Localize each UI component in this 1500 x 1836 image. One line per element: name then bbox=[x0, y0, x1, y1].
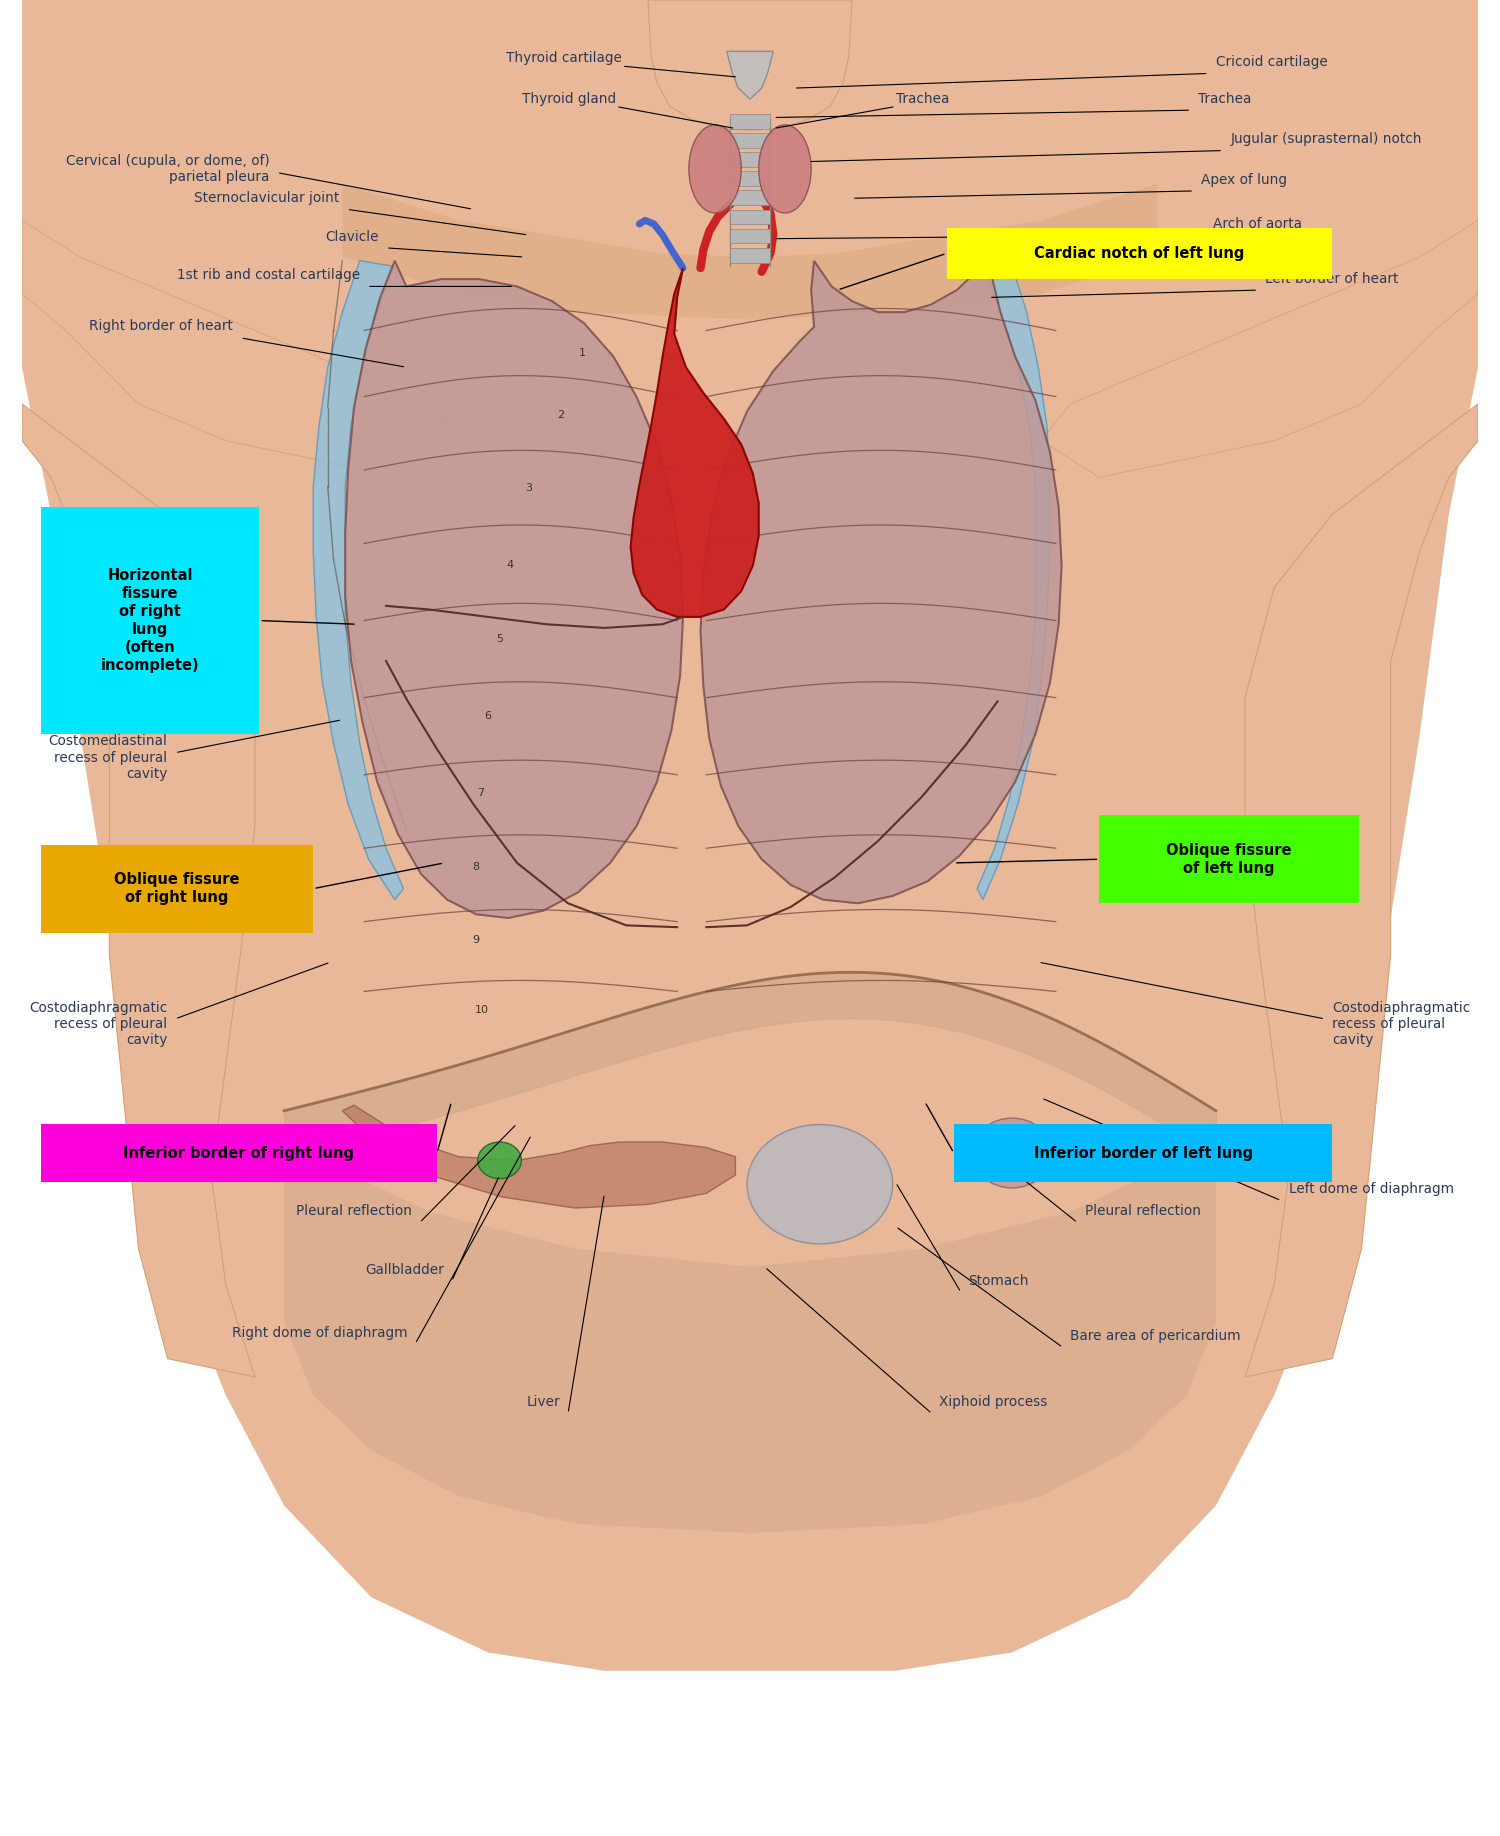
Text: Stomach: Stomach bbox=[969, 1274, 1029, 1289]
Polygon shape bbox=[284, 1120, 1216, 1533]
Text: 1: 1 bbox=[579, 347, 586, 358]
Text: Trachea: Trachea bbox=[1198, 92, 1252, 106]
Bar bbox=[40, 1124, 436, 1182]
Bar bbox=[946, 228, 1332, 279]
Text: 5: 5 bbox=[496, 633, 502, 644]
Text: Jugular (suprasternal) notch: Jugular (suprasternal) notch bbox=[1230, 132, 1422, 147]
Text: Xiphoid process: Xiphoid process bbox=[939, 1395, 1047, 1410]
Bar bbox=[729, 191, 771, 206]
Ellipse shape bbox=[477, 1142, 522, 1179]
Polygon shape bbox=[22, 404, 255, 1377]
Text: Cervical (cupula, or dome, of)
parietal pleura: Cervical (cupula, or dome, of) parietal … bbox=[66, 154, 270, 184]
Polygon shape bbox=[342, 1105, 735, 1208]
Text: Spleen: Spleen bbox=[1266, 1127, 1312, 1142]
Bar bbox=[729, 230, 771, 244]
Bar bbox=[729, 114, 771, 129]
Bar bbox=[729, 152, 771, 167]
Text: Apex of lung: Apex of lung bbox=[1202, 173, 1287, 187]
Text: Bare area of pericardium: Bare area of pericardium bbox=[1071, 1329, 1240, 1344]
Text: 8: 8 bbox=[472, 861, 480, 872]
Text: Cardiac notch of left lung: Cardiac notch of left lung bbox=[1035, 246, 1245, 261]
Ellipse shape bbox=[972, 1118, 1052, 1188]
Text: Thyroid cartilage: Thyroid cartilage bbox=[506, 51, 622, 66]
Text: Clavicle: Clavicle bbox=[326, 230, 378, 244]
Text: 2: 2 bbox=[556, 409, 564, 420]
Ellipse shape bbox=[688, 125, 741, 213]
Text: Arch of aorta: Arch of aorta bbox=[1214, 217, 1302, 231]
Polygon shape bbox=[700, 261, 1062, 903]
Text: Costodiaphragmatic
recess of pleural
cavity: Costodiaphragmatic recess of pleural cav… bbox=[30, 1001, 168, 1047]
Polygon shape bbox=[726, 51, 774, 99]
Text: Liver: Liver bbox=[526, 1395, 561, 1410]
Text: Trachea: Trachea bbox=[896, 92, 950, 106]
Polygon shape bbox=[1041, 220, 1478, 477]
Text: Left border of heart: Left border of heart bbox=[1266, 272, 1400, 286]
Text: Pleural reflection: Pleural reflection bbox=[296, 1204, 412, 1219]
Polygon shape bbox=[976, 261, 1050, 900]
Bar bbox=[954, 1124, 1332, 1182]
Text: 3: 3 bbox=[525, 483, 532, 494]
Text: Costodiaphragmatic
recess of pleural
cavity: Costodiaphragmatic recess of pleural cav… bbox=[1332, 1001, 1470, 1047]
Text: Left dome of diaphragm: Left dome of diaphragm bbox=[1288, 1182, 1454, 1197]
Bar bbox=[729, 132, 771, 147]
Polygon shape bbox=[342, 184, 1158, 319]
Polygon shape bbox=[630, 268, 759, 617]
Text: Oblique fissure
of left lung: Oblique fissure of left lung bbox=[1167, 843, 1292, 876]
Bar bbox=[729, 171, 771, 185]
Bar bbox=[729, 209, 771, 224]
Bar bbox=[40, 507, 260, 734]
Text: Horizontal
fissure
of right
lung
(often
incomplete): Horizontal fissure of right lung (often … bbox=[100, 567, 200, 674]
Text: Gallbladder: Gallbladder bbox=[366, 1263, 444, 1278]
Text: Pleural reflection: Pleural reflection bbox=[1084, 1204, 1202, 1219]
Polygon shape bbox=[1245, 404, 1478, 1377]
Text: Cricoid cartilage: Cricoid cartilage bbox=[1216, 55, 1328, 70]
Text: Costomediastinal
recess of pleural
cavity: Costomediastinal recess of pleural cavit… bbox=[48, 734, 168, 780]
Polygon shape bbox=[345, 261, 682, 918]
Text: 1st rib and costal cartilage: 1st rib and costal cartilage bbox=[177, 268, 360, 283]
Ellipse shape bbox=[759, 125, 812, 213]
Text: Inferior border of left lung: Inferior border of left lung bbox=[1034, 1146, 1252, 1160]
Text: Inferior border of right lung: Inferior border of right lung bbox=[123, 1146, 354, 1160]
Polygon shape bbox=[314, 261, 404, 900]
Text: Right dome of diaphragm: Right dome of diaphragm bbox=[232, 1326, 408, 1340]
Text: 7: 7 bbox=[477, 788, 484, 799]
Ellipse shape bbox=[747, 1124, 892, 1245]
Polygon shape bbox=[648, 0, 852, 130]
Text: 4: 4 bbox=[506, 560, 513, 571]
Bar bbox=[729, 248, 771, 263]
Bar bbox=[1100, 815, 1359, 903]
Text: Right border of heart: Right border of heart bbox=[88, 319, 232, 334]
Polygon shape bbox=[22, 220, 459, 477]
Text: 9: 9 bbox=[472, 935, 480, 946]
Text: Oblique fissure
of right lung: Oblique fissure of right lung bbox=[114, 872, 240, 905]
Bar bbox=[40, 845, 314, 933]
Text: Sternoclavicular joint: Sternoclavicular joint bbox=[194, 191, 339, 206]
Text: 6: 6 bbox=[484, 711, 492, 722]
Text: Thyroid gland: Thyroid gland bbox=[522, 92, 616, 106]
Polygon shape bbox=[22, 0, 1478, 1671]
Text: 10: 10 bbox=[476, 1004, 489, 1015]
